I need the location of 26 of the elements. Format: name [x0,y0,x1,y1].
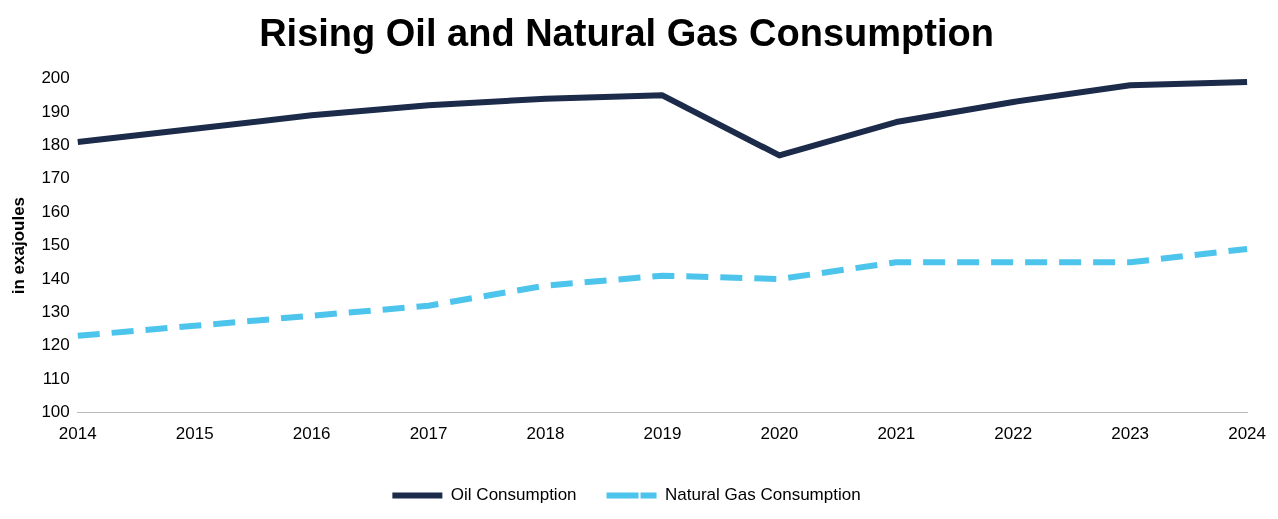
x-tick-label: 2019 [643,424,682,444]
x-tick-label: 2017 [409,424,448,444]
x-tick-label: 2018 [526,424,565,444]
y-tick-label: 160 [41,201,70,221]
x-tick-label: 2021 [877,424,916,444]
y-tick-label: 200 [41,68,70,88]
y-axis-title: in exajoules [8,196,28,295]
x-tick-label: 2022 [994,424,1033,444]
y-tick-label: 150 [41,235,70,255]
x-tick-label: 2015 [175,424,214,444]
y-tick-label: 170 [41,168,70,188]
y-tick-label: 140 [41,268,70,288]
x-tick-label: 2020 [760,424,799,444]
x-tick-label: 2014 [58,424,97,444]
y-tick-label: 100 [41,402,70,422]
y-tick-label: 120 [41,335,70,355]
x-tick-label: 2024 [1228,424,1266,444]
y-tick-label: 180 [41,135,70,155]
legend-label: Natural Gas Consumption [665,485,861,505]
y-tick-label: 130 [41,302,70,322]
y-tick-label: 190 [41,101,70,121]
x-tick-label: 2016 [292,424,331,444]
x-tick-label: 2023 [1111,424,1150,444]
chart-title: Rising Oil and Natural Gas Consumption [259,12,994,55]
legend-label: Oil Consumption [450,485,577,505]
y-tick-label: 110 [42,368,70,388]
